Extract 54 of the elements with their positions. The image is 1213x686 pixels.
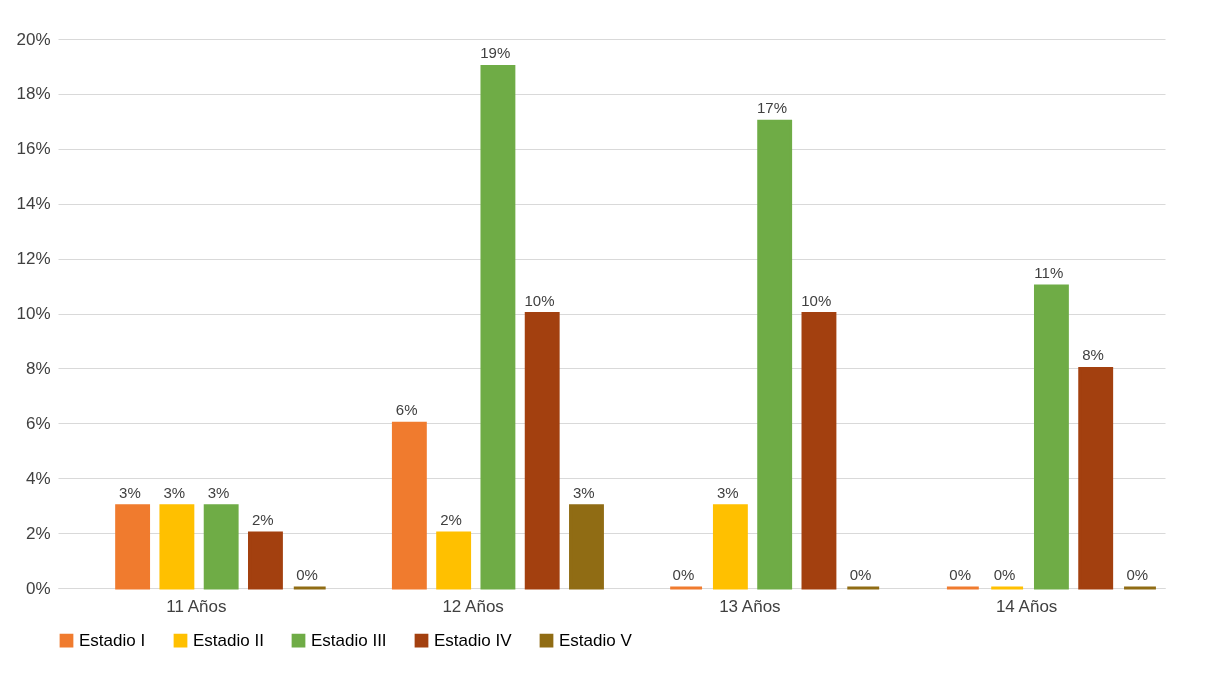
x-tick-label: 14 Años xyxy=(995,596,1058,616)
legend-label: Estadio I xyxy=(79,630,146,650)
bar xyxy=(391,421,427,590)
y-tick-label: 12% xyxy=(16,249,51,269)
data-label: 0% xyxy=(993,566,1016,583)
y-tick-label: 20% xyxy=(16,29,51,49)
bar xyxy=(524,312,560,590)
data-label: 3% xyxy=(119,483,141,501)
y-tick-label: 16% xyxy=(16,139,51,159)
bar xyxy=(115,504,151,590)
data-label: 3% xyxy=(163,483,186,501)
y-tick-label: 0% xyxy=(25,578,51,598)
bar xyxy=(248,531,283,590)
x-tick-label: 12 Años xyxy=(442,596,504,616)
data-label: 0% xyxy=(1126,566,1149,583)
data-label: 3% xyxy=(572,483,595,501)
y-tick-label: 2% xyxy=(25,523,51,543)
data-label: 10% xyxy=(524,291,555,309)
data-label: 0% xyxy=(672,566,695,583)
bar xyxy=(569,504,604,590)
data-label: 0% xyxy=(949,566,972,583)
data-label: 0% xyxy=(296,566,318,583)
data-label: 6% xyxy=(395,401,418,419)
bar xyxy=(712,504,748,590)
y-tick-label: 6% xyxy=(25,413,51,433)
bar xyxy=(203,504,239,590)
data-label: 3% xyxy=(207,483,230,501)
bar xyxy=(436,531,472,590)
bar xyxy=(757,119,793,590)
data-label: 0% xyxy=(849,566,872,583)
y-tick-label: 10% xyxy=(16,304,51,323)
bar xyxy=(480,64,516,590)
data-label: 17% xyxy=(757,99,788,117)
bar xyxy=(1033,284,1069,590)
data-label: 10% xyxy=(801,291,832,309)
legend-label: Estadio V xyxy=(559,630,633,650)
y-tick-label: 4% xyxy=(25,468,51,488)
x-tick-label: 13 Años xyxy=(719,596,781,616)
data-label: 3% xyxy=(716,483,739,501)
legend-label: Estadio II xyxy=(193,630,264,650)
y-tick-label: 18% xyxy=(16,84,51,104)
data-label: 11% xyxy=(1034,264,1064,282)
bar xyxy=(801,312,837,590)
x-tick-label: 11 Años xyxy=(166,596,227,616)
data-label: 2% xyxy=(251,511,274,529)
bar xyxy=(159,504,195,590)
data-label: 2% xyxy=(440,511,462,529)
legend-label: Estadio IV xyxy=(434,630,513,650)
data-label: 19% xyxy=(480,44,511,62)
data-label: 8% xyxy=(1082,346,1104,364)
y-tick-label: 8% xyxy=(25,358,51,378)
bar xyxy=(1078,366,1114,590)
y-tick-label: 14% xyxy=(16,194,51,214)
legend-label: Estadio III xyxy=(311,630,387,650)
